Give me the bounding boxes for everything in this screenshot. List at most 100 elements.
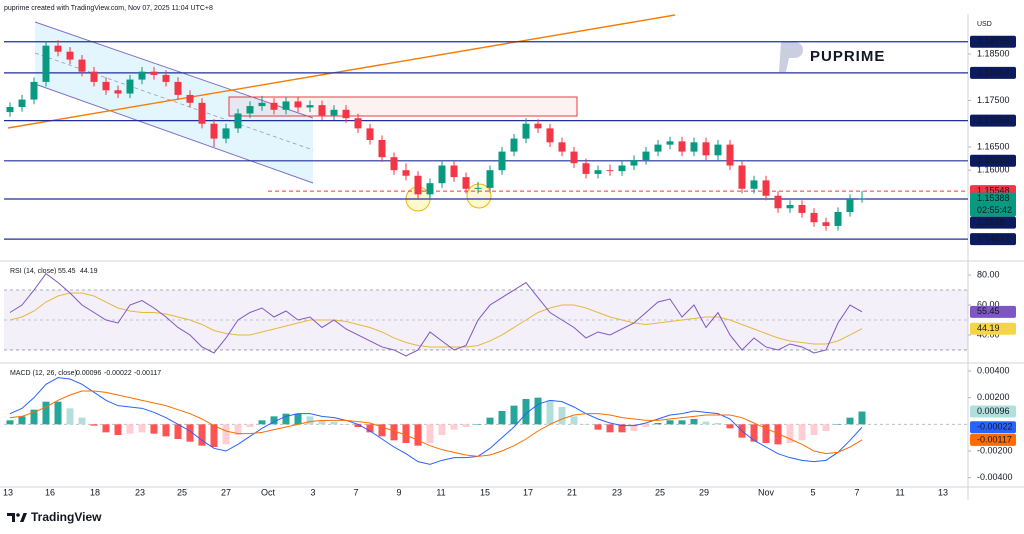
macd-hist-bar (90, 424, 98, 426)
macd-hist-bar (714, 423, 722, 425)
macd-hist-bar (810, 424, 818, 435)
macd-label: -0.00022 (977, 422, 1013, 432)
candle-body (222, 128, 230, 139)
candle-body (690, 142, 698, 152)
candle-body (594, 170, 602, 174)
macd-hist-label: 0.00096 (977, 406, 1010, 416)
x-tick-label: 13 (3, 487, 13, 497)
candle-body (54, 45, 62, 52)
x-tick-label: 25 (655, 487, 665, 497)
macd-hist-bar (618, 424, 626, 433)
footer-logo (7, 513, 27, 522)
macd-hist-bar (762, 424, 770, 443)
candle-body (570, 151, 578, 164)
macd-hist-bar (366, 424, 374, 433)
macd-hist-bar (834, 424, 842, 425)
candle-body (450, 165, 458, 178)
macd-hist-bar (18, 416, 26, 425)
macd-hist-bar (30, 409, 38, 425)
rsi-ma-label-box (970, 322, 1016, 335)
candle-body (654, 144, 662, 152)
candle-body (738, 165, 746, 189)
candle-body (246, 106, 254, 114)
candle-body (282, 101, 290, 110)
x-tick-label: 21 (567, 487, 577, 497)
level-label-box (970, 233, 1016, 246)
candle-body (414, 175, 422, 195)
candle-body (834, 212, 842, 226)
macd-legend-signal: -0.00117 (134, 370, 161, 377)
candle-body (810, 212, 818, 223)
macd-hist-bar (678, 420, 686, 425)
candle-body (198, 102, 206, 124)
candle-body (558, 142, 566, 152)
candle-body (18, 99, 26, 107)
macd-hist-bar (390, 424, 398, 441)
candle-body (486, 170, 494, 188)
macd-hist-bar (510, 405, 518, 425)
macd-hist-bar (726, 424, 734, 429)
macd-hist-bar (258, 420, 266, 425)
candle-body (474, 187, 482, 189)
candle-body (510, 138, 518, 152)
macd-hist-bar (234, 424, 242, 435)
watermark-icon (779, 42, 803, 72)
macd-hist-bar (426, 424, 434, 443)
y-tick-label: 60.00 (977, 299, 1000, 309)
macd-hist-bar (78, 417, 86, 425)
x-tick-label: 27 (221, 487, 231, 497)
level-label: 1.1538 (977, 217, 1005, 227)
x-tick-label: 23 (135, 487, 145, 497)
x-tick-label: 7 (854, 487, 859, 497)
candle-body (30, 81, 38, 100)
x-tick-label: 17 (523, 487, 533, 497)
macd-hist-bar (42, 401, 50, 425)
candle-body (702, 142, 710, 156)
candle-body (90, 71, 98, 82)
candle-body (210, 123, 218, 139)
rsi-line (9, 272, 863, 357)
macd-hist-bar (846, 417, 854, 425)
macd-hist-bar (342, 424, 350, 425)
y-tick-label: 1.17500 (977, 95, 1010, 105)
rsi-ma-label: 44.19 (977, 323, 1000, 333)
rsi-label-box (970, 305, 1016, 318)
macd-hist-bar (210, 424, 218, 447)
macd-hist-bar (786, 424, 794, 443)
macd-hist-bar (570, 416, 578, 425)
candle-body (726, 144, 734, 166)
candle-body (522, 123, 530, 139)
rsi-legend-value: 55.45 (58, 268, 76, 275)
candle-body (138, 71, 146, 80)
candle-body (642, 151, 650, 160)
candle-body (858, 198, 866, 200)
x-tick-label: 15 (480, 487, 490, 497)
candle-body (618, 165, 626, 172)
macd-hist-bar (666, 420, 674, 425)
y-tick-label: 1.16500 (977, 141, 1010, 151)
macd-hist-bar (306, 416, 314, 425)
macd-hist-bar (450, 424, 458, 430)
logo-icon (7, 513, 15, 522)
x-tick-label: 29 (699, 487, 709, 497)
y-tick-label: 1.16000 (977, 165, 1010, 175)
range-box (228, 96, 578, 117)
candle-body (462, 177, 470, 189)
level-label: 1.18094 (977, 67, 1010, 77)
macd-hist-bar (774, 424, 782, 445)
currency: USD (977, 21, 992, 28)
x-tick-label: 11 (436, 487, 445, 497)
candle-body (366, 128, 374, 140)
y-tick-label: 0.00200 (977, 392, 1010, 402)
level-label-box (970, 35, 1016, 48)
candle-body (294, 101, 302, 108)
macd-hist-bar (414, 424, 422, 446)
candle-body (330, 109, 338, 116)
candle-body (318, 105, 326, 116)
macd-hist-bar (150, 424, 158, 434)
dashed-level-label: 1.15548 (977, 186, 1010, 196)
macd-hist-bar (102, 424, 110, 433)
macd-hist-bar (474, 424, 482, 425)
